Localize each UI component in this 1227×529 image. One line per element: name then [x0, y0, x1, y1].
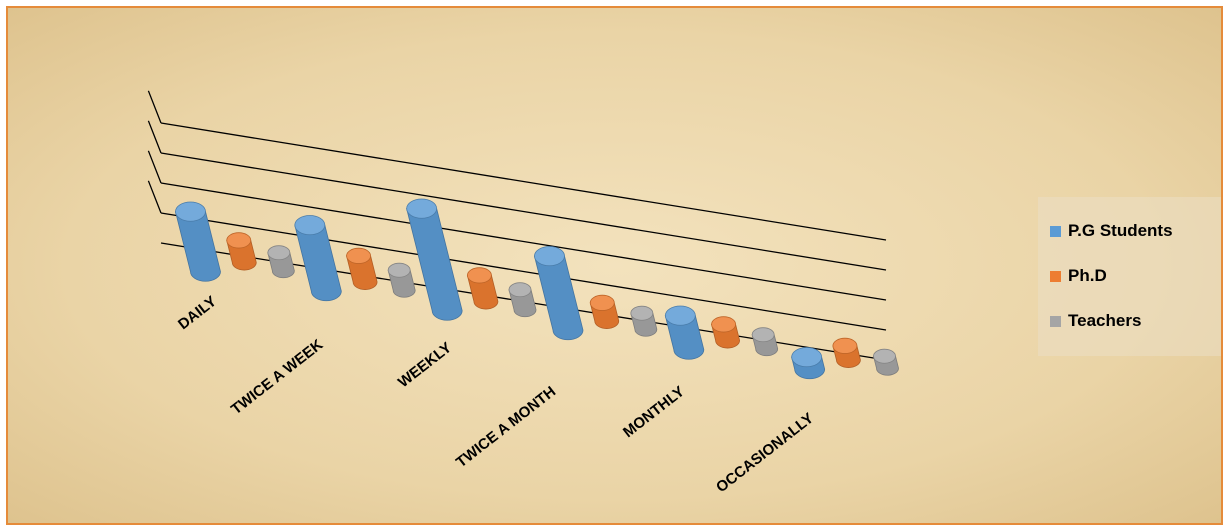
bar-teachers-2 [508, 282, 537, 318]
bar-layer [174, 198, 899, 380]
bar-body [466, 274, 499, 310]
gridline [160, 152, 887, 271]
legend-label-teachers: Teachers [1068, 311, 1142, 330]
legend-label-pg-students: P.G Students [1068, 221, 1173, 240]
bar-body [664, 315, 705, 360]
bar-p-g-students-1 [294, 215, 342, 302]
bar-top [664, 305, 696, 326]
bar-top [589, 294, 615, 311]
legend-item-pg-students: P.G Students [1050, 221, 1173, 241]
bar-top [175, 201, 206, 222]
legend-label-phd: Ph.D [1068, 266, 1107, 285]
bar-body [294, 224, 342, 302]
bar-top [711, 316, 736, 333]
gridline [160, 122, 887, 241]
gridline [160, 212, 887, 331]
bar-teachers-1 [387, 262, 416, 298]
bar-p-g-students-2 [406, 198, 463, 321]
gridline-depth [147, 120, 162, 154]
bar-top [832, 337, 858, 354]
legend-item-teachers: Teachers [1050, 311, 1141, 331]
bar-top [630, 305, 654, 321]
bar-top [534, 246, 565, 267]
bar-teachers-5 [872, 348, 899, 376]
bar-teachers-3 [630, 305, 658, 337]
chart-frame: DAILY TWICE A WEEK WEEKLY TWICE A MONTH MONT… [6, 6, 1223, 525]
bar-top [387, 262, 411, 278]
gridline-depth [147, 150, 162, 184]
bar-p-g-students-3 [533, 246, 584, 341]
bar-ph-d-5 [832, 337, 861, 368]
gridline-depth [147, 90, 162, 124]
bar-body [346, 255, 378, 290]
bar-top [508, 282, 532, 298]
bar-body [174, 211, 221, 282]
bar-p-g-students-0 [174, 201, 221, 282]
legend: P.G Students Ph.D Teachers [1038, 197, 1221, 356]
bar-top [751, 327, 775, 343]
bar-top [791, 347, 823, 368]
bar-top [267, 245, 291, 261]
gridline-depth [147, 180, 162, 214]
bar-top [467, 267, 492, 284]
bar-top [346, 247, 371, 264]
legend-swatch-teachers [1050, 315, 1061, 327]
legend-swatch-pg-students [1050, 225, 1061, 237]
bar-p-g-students-4 [664, 305, 705, 360]
bar-ph-d-2 [466, 267, 499, 310]
bar-top [406, 198, 438, 219]
bar-teachers-4 [751, 327, 779, 357]
bar-top [226, 232, 252, 249]
bar-top [294, 215, 326, 236]
bar-p-g-students-5 [791, 347, 826, 380]
bar-body [406, 208, 463, 321]
bar-ph-d-1 [346, 247, 378, 290]
bar-ph-d-0 [226, 232, 257, 271]
bar-ph-d-4 [711, 316, 740, 349]
bar-ph-d-3 [589, 294, 620, 329]
legend-swatch-phd [1050, 270, 1061, 282]
gridline [160, 182, 887, 301]
legend-item-phd: Ph.D [1050, 266, 1107, 286]
bar-teachers-0 [267, 245, 295, 279]
bar-top [873, 348, 896, 364]
bar-body [533, 255, 584, 341]
